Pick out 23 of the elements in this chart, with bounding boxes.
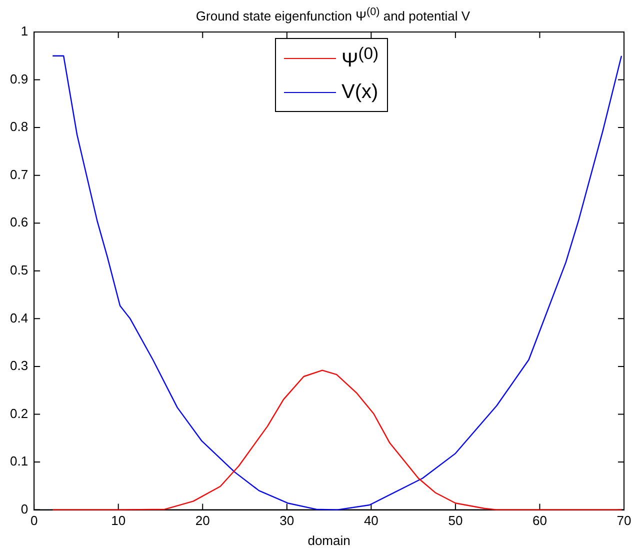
y-tick-label: 0.5 [10,262,28,278]
x-tick-label: 40 [364,513,378,528]
y-tick-label: 0.8 [10,119,28,134]
legend-label: Ψ$^{(0)}$ [342,44,379,72]
y-tick-label: 0.4 [10,310,28,326]
x-axis-title: domain [308,532,350,548]
y-tick-label: 0.7 [10,166,28,182]
x-tick-label: 20 [195,513,210,528]
chart-title: Ground state eigenfunction Ψ$^{(0)}$ and potential V [194,6,472,24]
x-tick-label: 50 [448,513,463,528]
x-tick-label: 30 [280,513,294,528]
y-tick-label: 0.9 [10,71,28,86]
legend-label: V(x) [342,80,378,104]
x-tick-label: 70 [616,513,632,528]
y-tick-label: 0.2 [10,406,28,421]
x-tick-label: 0 [30,513,38,528]
y-tick-label: 1 [20,24,28,39]
x-tick-label: 10 [111,513,126,528]
y-tick-label: 0 [20,501,28,516]
y-tick-label: 0.6 [10,214,28,230]
y-tick-label: 0.3 [10,358,28,374]
x-tick-label: 60 [532,513,547,528]
y-tick-label: 0.1 [10,454,28,469]
